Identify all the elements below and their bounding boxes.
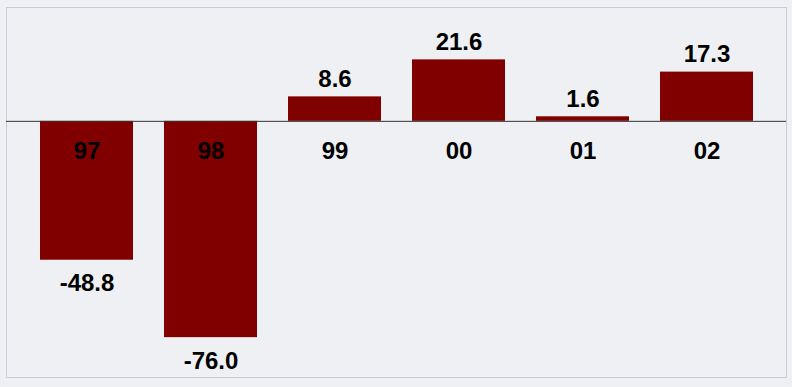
svg-text:98: 98 [198, 137, 225, 164]
svg-text:99: 99 [322, 137, 349, 164]
svg-text:-48.8: -48.8 [60, 269, 115, 296]
svg-text:02: 02 [694, 137, 721, 164]
svg-text:97: 97 [74, 137, 101, 164]
svg-text:8.6: 8.6 [318, 65, 351, 92]
svg-text:01: 01 [570, 137, 597, 164]
svg-text:-76.0: -76.0 [184, 347, 239, 374]
svg-text:00: 00 [446, 137, 473, 164]
svg-text:17.3: 17.3 [684, 40, 731, 67]
svg-text:21.6: 21.6 [436, 28, 483, 55]
svg-text:1.6: 1.6 [566, 85, 599, 112]
